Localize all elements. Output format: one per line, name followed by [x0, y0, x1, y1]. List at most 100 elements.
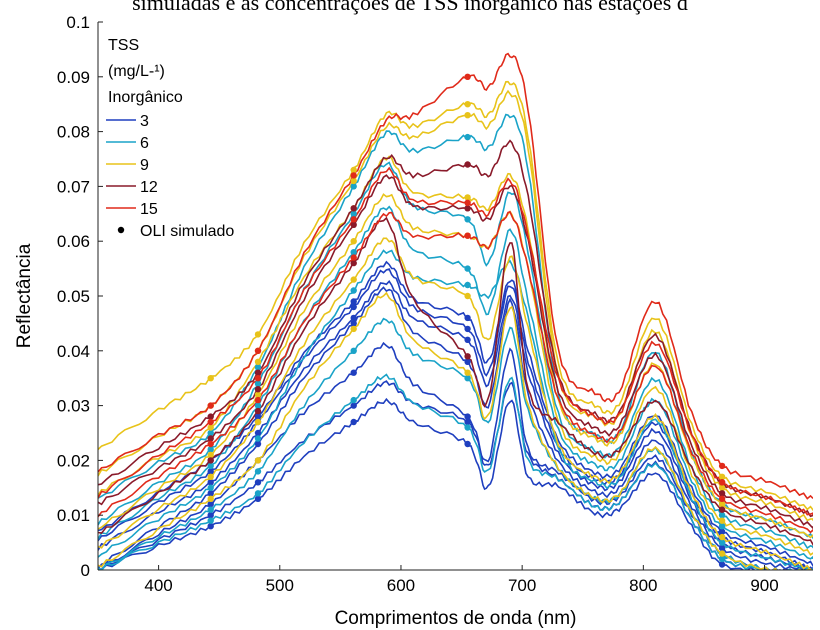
oli-point	[350, 347, 357, 354]
oli-point	[207, 501, 214, 508]
oli-point	[350, 320, 357, 327]
oli-point	[207, 479, 214, 486]
oli-point	[350, 249, 357, 256]
spectrum-line-9	[98, 237, 813, 570]
oli-point	[254, 413, 262, 420]
oli-point	[718, 484, 726, 491]
oli-point	[464, 424, 471, 431]
oli-point	[254, 375, 262, 382]
x-tick-label: 900	[750, 576, 778, 595]
legend-entry-label: 9	[140, 157, 149, 174]
spectrum-line-15	[98, 166, 813, 516]
oli-point	[350, 325, 357, 333]
legend-entry-label: 6	[140, 135, 149, 152]
oli-point	[464, 281, 471, 289]
oli-point	[207, 375, 214, 382]
oli-point	[464, 440, 471, 448]
oli-point	[207, 490, 214, 497]
oli-point	[350, 369, 357, 376]
oli-point	[350, 254, 357, 261]
oli-point	[464, 336, 471, 343]
legend-marker	[117, 226, 125, 234]
oli-point	[254, 402, 262, 409]
oli-point	[350, 166, 357, 174]
oli-point	[254, 440, 262, 448]
axes: 400 500 600 700 800 900 0 0.01 0.02 0.03 0.04 0.05 0…	[57, 13, 813, 595]
oli-point	[254, 468, 262, 475]
oli-point	[207, 506, 214, 513]
spectrum-line-6	[98, 249, 813, 570]
oli-point	[350, 183, 357, 190]
oli-point	[207, 413, 214, 420]
oli-point	[254, 457, 262, 464]
spectrum-line-9	[98, 193, 813, 556]
spectrum-line-9	[98, 291, 813, 570]
oli-point	[207, 424, 214, 431]
oli-point	[350, 238, 357, 245]
oli-point	[464, 73, 471, 81]
x-tick-label: 700	[508, 576, 536, 595]
legend: TSS (mg/L-¹) Inorgânico 3 6 9 12 15 OLI simulado	[106, 37, 234, 240]
figure-caption: simuladas e as concentrações de TSS inor…	[132, 0, 688, 15]
oli-point	[207, 462, 214, 470]
y-tick-label: 0	[81, 561, 90, 580]
x-axis-label: Comprimentos de onda (nm)	[335, 608, 577, 629]
y-tick-label: 0.09	[57, 68, 90, 87]
oli-point	[350, 287, 357, 294]
oli-point	[207, 451, 214, 459]
oli-point	[464, 353, 471, 360]
oli-point	[464, 375, 471, 382]
spectrum-line-3	[98, 286, 813, 570]
oli-point	[464, 369, 471, 376]
oli-point	[464, 292, 471, 300]
y-tick-label: 0.04	[57, 342, 90, 361]
y-tick-label: 0.05	[57, 287, 90, 306]
oli-point	[350, 172, 357, 179]
spectrum-line-12	[98, 216, 813, 547]
oli-point	[254, 479, 262, 486]
spectrum-line-3	[98, 397, 813, 570]
oli-point	[718, 490, 726, 497]
oli-point	[254, 418, 262, 426]
oli-point	[718, 462, 726, 470]
y-tick-label: 0.1	[66, 13, 90, 32]
oli-point	[207, 429, 214, 437]
oli-point	[207, 473, 214, 480]
legend-entry-label: 12	[140, 179, 158, 196]
oli-point	[464, 199, 471, 206]
oli-point	[464, 205, 471, 212]
oli-point	[207, 495, 214, 502]
oli-point	[254, 386, 262, 393]
oli-point	[207, 440, 214, 448]
legend-title-line: Inorgânico	[108, 89, 183, 106]
spectrum-line-12	[98, 139, 813, 518]
oli-point	[207, 446, 214, 453]
spectrum-line-3	[98, 280, 813, 570]
oli-point	[207, 457, 214, 464]
oli-point	[464, 358, 471, 365]
legend-entry-label: 15	[140, 201, 158, 218]
oli-point	[350, 210, 357, 217]
oli-point	[350, 276, 357, 283]
oli-point	[254, 429, 262, 437]
spectrum-line-9	[98, 155, 813, 539]
oli-point	[718, 528, 726, 535]
legend-entry-label: 3	[140, 113, 149, 130]
oli-point	[718, 544, 726, 552]
oli-point	[350, 418, 357, 426]
oli-point	[254, 396, 262, 404]
oli-point	[254, 364, 262, 371]
oli-point	[254, 407, 262, 415]
oli-point	[207, 418, 214, 426]
oli-point	[254, 495, 262, 502]
spectrum-line-6	[98, 373, 813, 570]
oli-point	[718, 523, 726, 530]
x-tick-label: 400	[144, 576, 172, 595]
oli-point	[350, 177, 357, 185]
legend-title-line: (mg/L-¹)	[108, 63, 165, 80]
legend-title-line: TSS	[108, 37, 139, 54]
oli-point	[350, 402, 357, 409]
oli-point	[464, 133, 471, 141]
x-tick-label: 500	[266, 576, 294, 595]
